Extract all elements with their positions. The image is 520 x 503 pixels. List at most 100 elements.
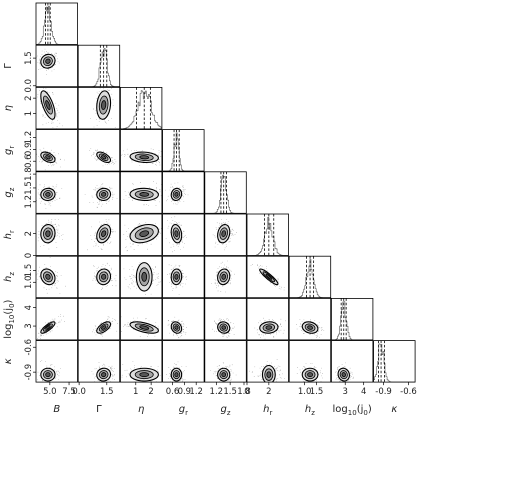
- panel-frame-0-0: [35, 2, 78, 45]
- contour-7-2-2: [139, 325, 150, 330]
- contour-6-3-2: [174, 273, 179, 280]
- panel-frame-8-4: [204, 340, 247, 383]
- panel-frame-4-1: [77, 171, 121, 214]
- x-tick-label-2-1: 2: [148, 387, 153, 397]
- contour-6-4-2: [221, 273, 227, 280]
- panel-3-1: [77, 129, 121, 172]
- panel-8-0: 5.0 7.5 -0.9 -0.6: [24, 339, 78, 397]
- contour-4-3-2: [174, 192, 179, 197]
- histogram-3: [162, 132, 205, 172]
- panel-2-1: [77, 87, 121, 130]
- x-tick-label-3-0: 0.6: [166, 387, 180, 397]
- y-tick-label-4-2: 1.8: [24, 167, 34, 181]
- contour-7-3-2: [174, 325, 179, 330]
- panel-frame-7-1: [77, 297, 121, 341]
- panel-frame-4-0: [35, 171, 78, 214]
- contour-6-1-2: [101, 273, 107, 280]
- histogram-5: [247, 217, 289, 256]
- panel-3-2: [120, 129, 163, 172]
- panel-4-3: [162, 171, 205, 214]
- x-tick-label-6-1: 1.5: [310, 387, 324, 397]
- x-tick-label-3-2: 1.2: [189, 387, 203, 397]
- y-tick-label-4-1: 1.5: [24, 181, 34, 195]
- y-axis-label-3: gr: [3, 146, 16, 155]
- contour-2-1-2: [101, 100, 107, 110]
- contour-1-0-2: [45, 58, 51, 64]
- panel-6-5: [246, 255, 289, 299]
- x-axis-label-6: hz: [305, 404, 315, 417]
- panel-frame-7-7: [330, 297, 374, 341]
- panel-3-3: [162, 129, 205, 172]
- panel-frame-6-4: [204, 255, 247, 299]
- panel-6-1: [77, 255, 121, 299]
- y-tick-label-3-0: 0.6: [24, 154, 34, 168]
- y-axis-label-4: gz: [3, 187, 16, 197]
- panel-7-2: [120, 297, 163, 341]
- histogram-1: [78, 48, 120, 87]
- panel-frame-8-5: [246, 340, 289, 383]
- panel-frame-8-3: [162, 340, 205, 383]
- panel-frame-7-2: [120, 297, 163, 341]
- panel-8-4: 1.2 1.5 1.8: [204, 340, 251, 397]
- panel-frame-6-1: [77, 255, 121, 299]
- contour-3-0-2: [45, 155, 51, 160]
- contour-5-3-2: [174, 230, 179, 237]
- x-tick-label-0-0: 5.0: [43, 387, 57, 397]
- contour-5-4-2: [221, 230, 227, 237]
- panel-4-0: 1.21.51.8: [24, 167, 78, 214]
- panel-frame-2-1: [77, 87, 121, 130]
- panel-frame-7-5: [246, 297, 289, 341]
- panel-8-1: 0.0 1.5: [72, 340, 121, 397]
- contour-8-1-2: [101, 372, 107, 378]
- x-tick-label-4-0: 1.2: [210, 387, 224, 397]
- x-tick-label-3-1: 0.9: [178, 387, 192, 397]
- panel-6-6: [288, 255, 332, 299]
- contour-5-2-2: [139, 230, 150, 237]
- contour-5-0-2: [45, 230, 51, 237]
- panel-frame-6-3: [162, 255, 205, 299]
- panel-6-0: 1.01.5: [24, 255, 78, 299]
- x-tick-label-8-0: -0.9: [375, 387, 392, 397]
- panel-1-1: [77, 44, 121, 88]
- x-tick-label-0-1: 7.5: [62, 387, 76, 397]
- y-tick-label-5-0: 0: [24, 253, 34, 258]
- x-tick-label-4-1: 1.5: [223, 387, 237, 397]
- contour-8-7-2: [341, 372, 346, 378]
- panel-frame-3-2: [120, 129, 163, 172]
- panel-frame-1-1: [77, 44, 121, 88]
- panel-frame-6-6: [288, 255, 332, 299]
- panel-7-5: [246, 297, 289, 341]
- panel-8-6: 1.01.5: [288, 340, 332, 397]
- x-axis-label-5: hr: [263, 404, 272, 417]
- y-tick-label-6-0: 1.0: [24, 276, 34, 290]
- x-axis-label-4: gz: [221, 404, 231, 417]
- y-tick-label-8-0: -0.9: [24, 364, 34, 381]
- panel-6-4: [204, 255, 247, 299]
- y-axis-label-5: hr: [3, 230, 16, 239]
- panel-frame-8-6: [288, 340, 332, 383]
- panel-frame-5-1: [77, 213, 121, 256]
- panel-frame-3-0: [35, 129, 78, 172]
- panel-frame-8-8: [373, 340, 416, 383]
- contour-8-4-2: [221, 372, 227, 378]
- panel-7-3: [162, 297, 205, 341]
- panel-4-2: [120, 171, 163, 214]
- panel-5-1: [77, 213, 121, 256]
- x-tick-label-6-0: 1.0: [298, 387, 312, 397]
- panel-frame-8-1: [77, 340, 121, 383]
- panel-frame-5-4: [204, 213, 247, 256]
- panel-frame-6-0: [35, 255, 78, 299]
- contour-2-0-2: [45, 100, 51, 110]
- panel-frame-3-3: [162, 129, 205, 172]
- panel-frame-4-4: [204, 171, 247, 214]
- panel-frame-8-7: [330, 340, 374, 383]
- contour-4-1-2: [101, 192, 107, 197]
- panel-0-0: [35, 2, 78, 45]
- panel-3-0: 0.60.91.2: [24, 129, 78, 172]
- panel-8-3: 0.60.91.2: [162, 340, 205, 397]
- panel-1-0: 0.0 1.5: [24, 44, 78, 93]
